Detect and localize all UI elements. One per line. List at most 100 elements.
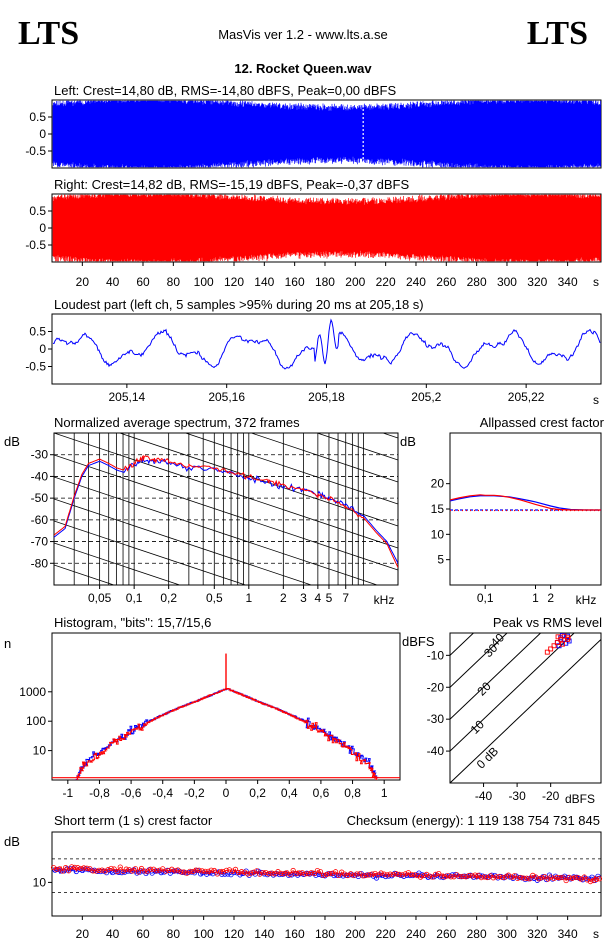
allpass-series-right	[449, 494, 601, 511]
right-xtick-label: 60	[136, 275, 150, 289]
histogram-xtick-label: -0,8	[89, 786, 110, 800]
allpass-xtick-label: 0,1	[477, 591, 494, 605]
spectrum-xtick-label: 1	[245, 591, 252, 605]
allpass-series-left	[449, 495, 601, 511]
short-term-crest-point-right	[336, 872, 342, 878]
spectrum-ytick-label: -80	[31, 556, 49, 570]
loudest-xtick-label: 205,22	[508, 390, 545, 404]
app-title: MasVis ver 1.2 - www.lts.a.se	[218, 27, 388, 42]
short-term-crest-xtick-label: 160	[285, 927, 305, 941]
short-term-crest-point-right	[296, 870, 302, 876]
spectrum-ytick-label: -50	[31, 491, 49, 505]
checksum-label: Checksum (energy): 1 119 138 754 731 845	[347, 813, 600, 828]
short-term-crest-point-right	[232, 866, 239, 872]
histogram-xtick-label: 0,6	[313, 786, 330, 800]
short-term-crest-point-right	[596, 876, 603, 882]
spectrum-slope-line	[315, 433, 398, 461]
peak-rms-crest-line	[450, 633, 508, 688]
allpass-xtick-label: 1	[532, 591, 539, 605]
spectrum-xtick-label: 0,1	[126, 591, 143, 605]
short-term-crest-point-right	[53, 866, 60, 872]
spectrum-ytick-label: -70	[31, 535, 49, 549]
spectrum-slope-line	[250, 433, 398, 483]
spectrum-slope-line	[54, 433, 398, 549]
short-term-crest-point-right	[393, 871, 399, 877]
short-term-crest-point-right	[329, 870, 336, 876]
short-term-crest-xtick-label: 200	[345, 927, 365, 941]
file-title: 12. Rocket Queen.wav	[234, 61, 372, 76]
short-term-crest-point-right	[190, 868, 196, 875]
peak-rms-point-right	[559, 641, 565, 647]
allpass-frame	[449, 432, 602, 586]
allpass-ytick-label: 5	[437, 553, 444, 567]
peak-rms-crest-line	[450, 633, 575, 752]
logo-right: LTS	[527, 15, 588, 52]
short-term-crest-point-right	[354, 871, 360, 877]
short-term-crest-frame	[51, 831, 602, 917]
short-term-crest-xtick-label: 260	[436, 927, 456, 941]
short-term-crest-point-right	[69, 864, 75, 870]
histogram-ytick-label: 1000	[19, 685, 46, 699]
spectrum-slope-line	[54, 564, 116, 585]
loudest-xtick-label: 205,2	[411, 390, 441, 404]
peak-rms-crest-line	[450, 633, 475, 657]
short-term-crest-series-right	[53, 865, 600, 883]
allpass-ytick-label: 10	[431, 527, 445, 541]
spectrum-xtick-label: 2	[280, 591, 287, 605]
short-term-crest-point-right	[290, 867, 296, 874]
peak-rms-crest-label: 10	[468, 717, 488, 737]
peak_vs_rms-ytick-label: -10	[427, 648, 445, 662]
short-term-crest-point-right	[266, 871, 272, 877]
short-term-crest-point-right	[254, 868, 260, 874]
histogram-ylabel: n	[4, 636, 11, 651]
peak_vs_rms-ytick-label: -40	[427, 744, 445, 758]
histogram-ytick-label: 100	[26, 714, 46, 728]
right-xtick-label: 260	[436, 275, 456, 289]
histogram-xtick-label: -0,2	[184, 786, 205, 800]
left-channel-title: Left: Crest=14,80 dB, RMS=-14,80 dBFS, P…	[54, 83, 396, 98]
short-term-crest-point-right	[117, 864, 123, 870]
loudest-xtick-label: 205,14	[109, 390, 146, 404]
peak-rms-point-right	[554, 640, 560, 646]
peak-rms-crest-label: 20	[474, 679, 494, 699]
short-term-crest-point-right	[114, 869, 120, 875]
short-term-crest-xtick-label: 80	[167, 927, 181, 941]
spectrum-ytick-label: -60	[31, 513, 49, 527]
short-term-crest-point-right	[439, 873, 445, 879]
right-xtick-label: 20	[76, 275, 90, 289]
short-term-crest-x-unit: s	[593, 927, 599, 941]
peak-rms-point-right	[555, 634, 561, 640]
short-term-crest-point-right	[548, 874, 554, 880]
right-xtick-label: 340	[558, 275, 578, 289]
right-ytick-label: -0.5	[25, 238, 46, 252]
short-term-crest-point-right	[411, 872, 418, 878]
plot-layer: 0.50-0.50.50-0.520 40 60 80 100 120 140 160 180 2…	[19, 99, 603, 941]
short-term-crest-point-left	[134, 870, 140, 876]
short-term-crest-xtick-label: 300	[497, 927, 517, 941]
short-term-crest-point-right	[563, 877, 569, 884]
short-term-crest-xtick-label: 320	[527, 927, 547, 941]
short-term-crest-point-right	[511, 873, 518, 879]
spectrum-slope-line	[54, 675, 398, 790]
spectrum-xtick-label: 0,2	[160, 591, 177, 605]
short-term-crest-point-right	[445, 873, 451, 879]
spectrum-slope-line	[54, 542, 181, 585]
right-xtick-label: 180	[315, 275, 335, 289]
logo-left: LTS	[18, 15, 79, 52]
short-term-crest-series-left	[53, 867, 600, 882]
short-term-crest-point-right	[311, 870, 317, 877]
right-ytick-label: 0	[39, 221, 46, 235]
peak-rms-point-right	[565, 635, 571, 641]
short-term-crest-title: Short term (1 s) crest factor	[54, 813, 213, 828]
short-term-crest-point-right	[105, 867, 111, 873]
short-term-crest-point-right	[332, 869, 339, 875]
short-term-crest-point-right	[123, 866, 129, 872]
histogram-xtick-label: -1	[62, 786, 73, 800]
short-term-crest-point-right	[436, 870, 442, 877]
peak_vs_rms-xtick-label: -30	[508, 789, 526, 803]
right-waveform	[52, 194, 601, 262]
spectrum-x-unit: kHz	[374, 593, 395, 607]
short-term-crest-point-right	[575, 875, 581, 881]
